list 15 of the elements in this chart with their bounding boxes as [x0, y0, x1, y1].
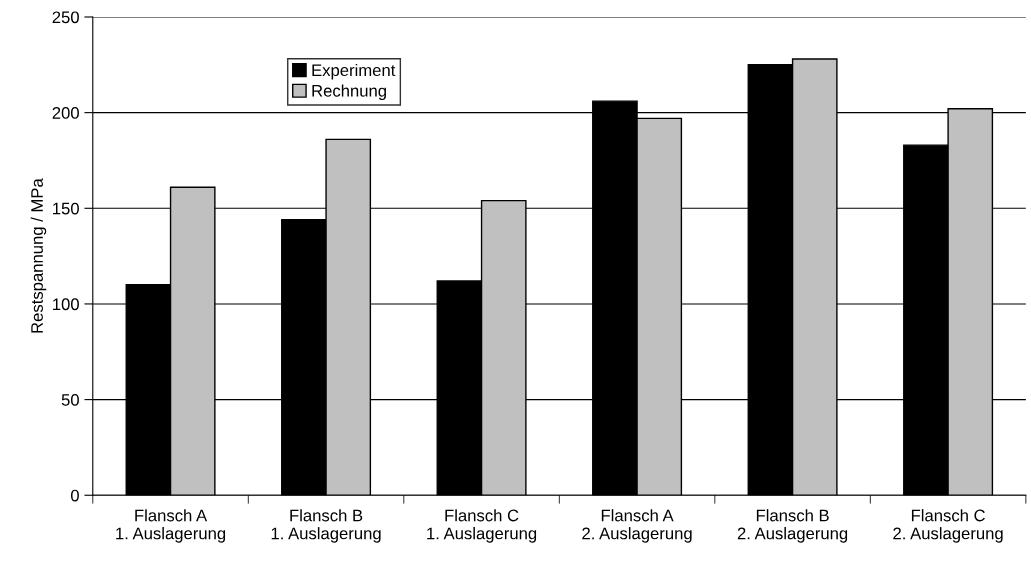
x-tick-label: Flansch C 1. Auslagerung — [427, 509, 537, 543]
legend-label: Experiment — [312, 63, 396, 80]
x-tick-label: Flansch B 1. Auslagerung — [271, 509, 381, 543]
y-tick-label: 150 — [53, 202, 79, 215]
y-tick-label: 100 — [53, 298, 79, 311]
x-tick-label: Flansch B 2. Auslagerung — [737, 509, 848, 543]
y-axis-title: Restspannung / MPa — [30, 178, 47, 333]
x-tick-label: Flansch A 2. Auslagerung — [582, 509, 692, 543]
y-tick-label: 200 — [52, 107, 79, 119]
y-tick-label: 0 — [70, 489, 79, 502]
x-tick-label: Flansch C 2. Auslagerung — [893, 509, 1003, 543]
y-tick-label: 50 — [61, 394, 79, 406]
legend-label: Rechnung — [312, 84, 386, 101]
x-tick-label: Flansch A 1. Auslagerung — [116, 509, 226, 543]
y-tick-label: 250 — [52, 11, 79, 24]
